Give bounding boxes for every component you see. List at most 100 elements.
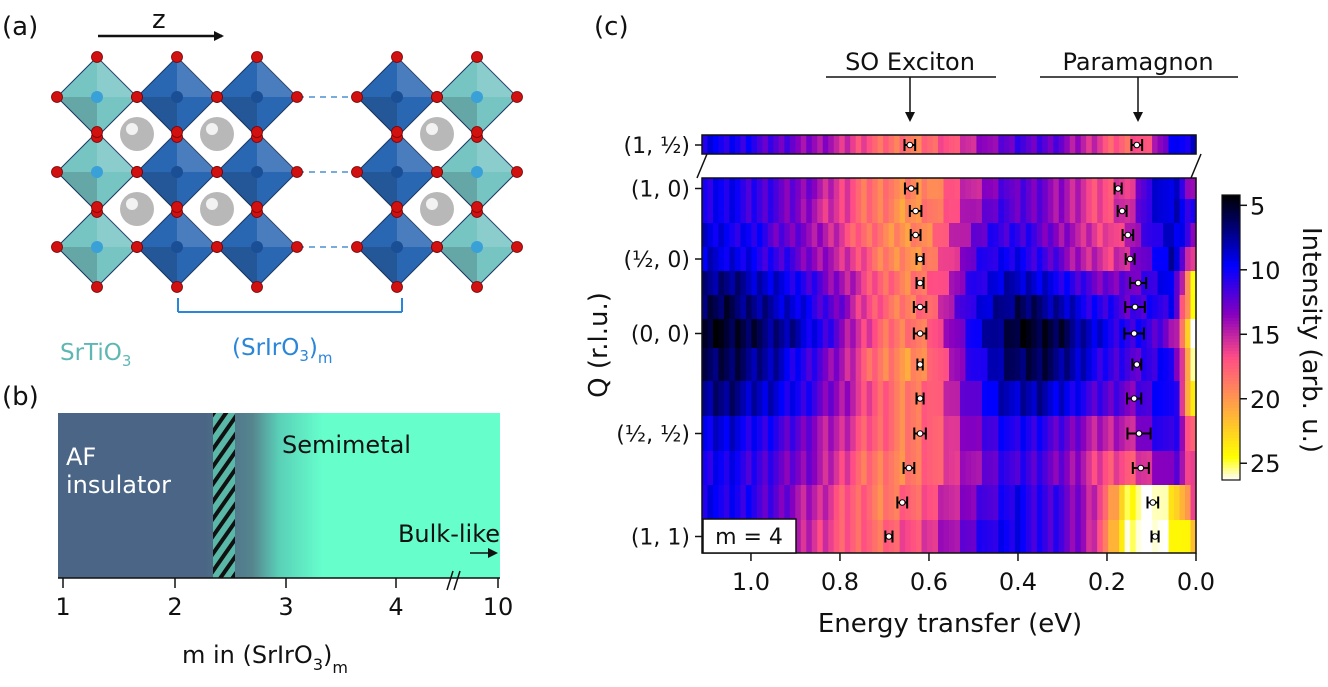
metal-atom (171, 241, 183, 253)
heatmap-cell (811, 520, 818, 553)
heatmap-cell (784, 451, 791, 485)
metal-atom (251, 241, 263, 253)
phase-x-tick-label: 4 (388, 593, 403, 621)
colorbar-segment (1222, 408, 1240, 412)
peak-marker (907, 185, 915, 192)
colorbar-segment (1222, 246, 1240, 250)
heatmap-cell-top (998, 135, 1005, 154)
colorbar-segment (1222, 243, 1240, 247)
heatmap-cell (1031, 416, 1038, 451)
heatmap-cell-top (1124, 135, 1131, 154)
heatmap-cell (1179, 520, 1186, 553)
heatmap-cell (1091, 416, 1098, 451)
heatmap-cell (932, 223, 939, 247)
colorbar-segment (1222, 396, 1240, 400)
oxygen-atom (291, 241, 303, 253)
heatmap-cell (822, 178, 829, 199)
colorbar-segment (1222, 303, 1240, 307)
heatmap-cell (965, 381, 972, 416)
heatmap-cell (756, 178, 763, 199)
heatmap-cell (1031, 520, 1038, 553)
heatmap-cell (762, 178, 769, 199)
heatmap-cell (1185, 520, 1192, 553)
heatmap-cell (740, 485, 747, 520)
heatmap-cell (707, 247, 714, 271)
heatmap-cell (1086, 381, 1093, 416)
heatmap-cell (921, 348, 928, 381)
heatmap-cell (1047, 348, 1054, 381)
colorbar-segment (1222, 465, 1240, 469)
annotation-paramagnon: Paramagnon (1062, 48, 1213, 76)
heatmap-cell (740, 348, 747, 381)
heatmap-cell (1014, 199, 1021, 223)
heatmap-cell (789, 348, 796, 381)
heatmap-cell (1036, 381, 1043, 416)
heatmap-cell (992, 223, 999, 247)
heatmap-cell (992, 485, 999, 520)
heatmap-cell (1108, 485, 1115, 520)
heatmap-cell (1042, 485, 1049, 520)
heatmap-cell (1190, 319, 1197, 348)
heatmap-cell (844, 247, 851, 271)
heatmap-cell (751, 381, 758, 416)
heatmap-cell (773, 295, 780, 319)
heatmap-cell (1047, 271, 1054, 295)
heatmap-cell (1091, 319, 1098, 348)
heatmap-cell (789, 485, 796, 520)
colorbar-frame (1221, 194, 1241, 481)
heatmap-cell (1108, 416, 1115, 451)
heatmap-cell (1069, 319, 1076, 348)
heatmap-cell (1075, 223, 1082, 247)
heatmap-cell (800, 178, 807, 199)
octahedron-face (397, 207, 437, 247)
heatmap-cell (949, 520, 956, 553)
heatmap-cell (1174, 520, 1181, 553)
heatmap-cell (1108, 247, 1115, 271)
oxygen-atom (511, 241, 523, 253)
heatmap-cell (1020, 295, 1027, 319)
heatmap-cell (1075, 416, 1082, 451)
heatmap-cell (970, 319, 978, 348)
heatmap-cell (943, 178, 950, 199)
atom-highlight (126, 198, 138, 210)
heatmap-cell (1069, 295, 1076, 319)
heatmap-cell (740, 295, 747, 319)
heatmap-cell (844, 271, 851, 295)
heatmap-cell-top (800, 135, 807, 154)
heatmap-cell (718, 319, 725, 348)
heatmap-cell-top (702, 135, 709, 154)
heatmap-cell (1075, 295, 1082, 319)
heatmap-cell (1031, 223, 1038, 247)
heatmap-cell (756, 416, 763, 451)
heatmap-cell-top (932, 135, 939, 154)
heatmap-cell (981, 319, 989, 348)
heatmap-cell (1163, 520, 1170, 553)
heatmap-cell-top (1047, 135, 1054, 154)
heatmap-cell (927, 485, 934, 520)
colorbar-segment (1222, 354, 1240, 358)
heatmap-cell (778, 295, 785, 319)
heatmap-cell (1113, 520, 1120, 553)
colorbar-segment (1222, 318, 1240, 322)
heatmap-cell-top (729, 135, 736, 154)
heatmap-cell (1014, 381, 1021, 416)
heatmap-cell (1146, 247, 1153, 271)
heatmap-cell (756, 223, 763, 247)
heatmap-cell (723, 416, 731, 451)
heatmap-cell (817, 319, 824, 348)
heatmap-cell-top (877, 135, 884, 154)
heatmap-cell (800, 485, 807, 520)
colorbar-segment (1222, 258, 1240, 262)
heatmap-cell (702, 485, 709, 520)
heatmap-cell (751, 348, 758, 381)
heatmap-cell (1091, 520, 1098, 553)
heatmap-cell-top (1014, 135, 1021, 154)
heatmap-cell (905, 381, 912, 416)
heatmap-cell (850, 381, 857, 416)
heatmap-cell (888, 348, 895, 381)
heatmap-cell (877, 247, 884, 271)
heatmap-cell (1152, 319, 1159, 348)
heatmap-cell (1036, 271, 1043, 295)
heatmap-cell (729, 199, 736, 223)
heatmap-cell (1053, 199, 1060, 223)
